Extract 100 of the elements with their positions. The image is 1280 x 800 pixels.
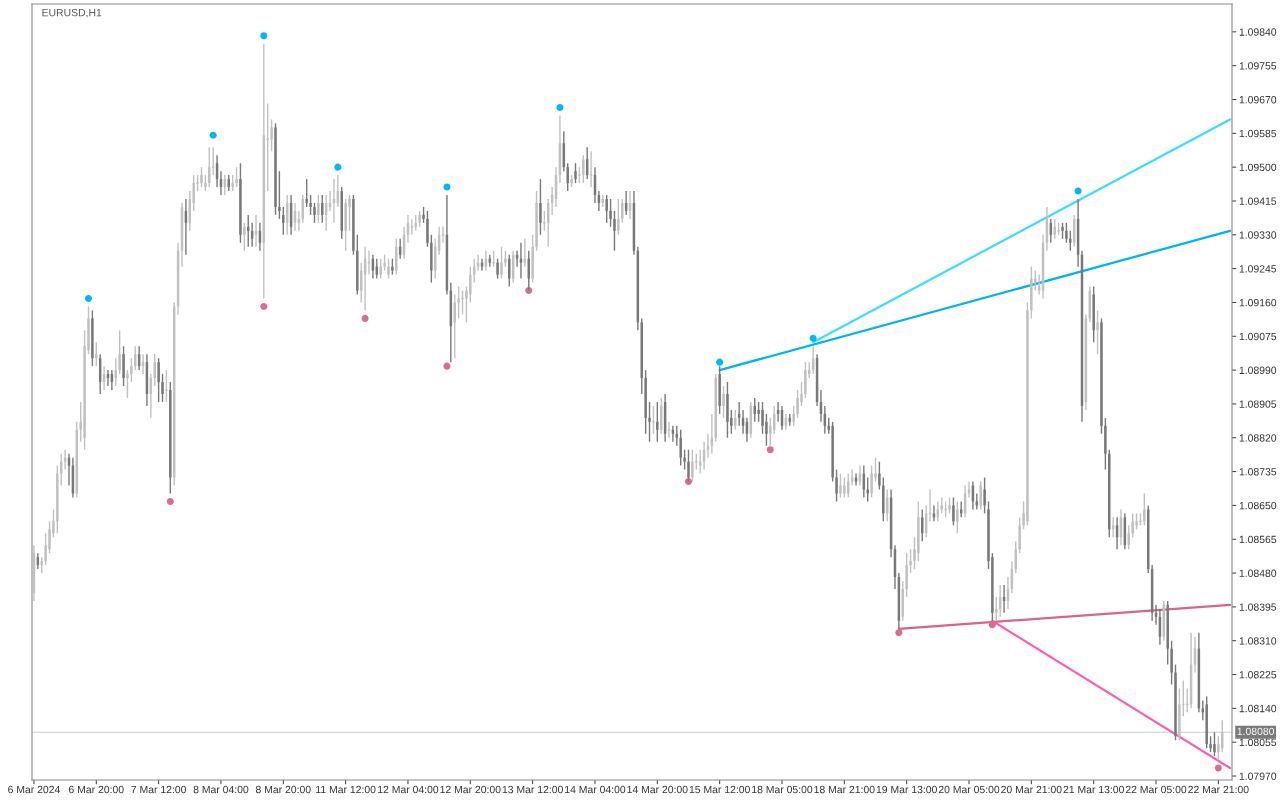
- y-tick-label: 1.08055: [1239, 738, 1277, 747]
- candlestick: [422, 206, 425, 224]
- candlestick: [613, 210, 616, 252]
- y-tick-label: 1.09245: [1239, 265, 1277, 273]
- candlestick: [309, 194, 312, 216]
- y-tick-label: 1.08225: [1239, 671, 1277, 679]
- candlestick: [582, 154, 585, 184]
- candlestick: [683, 449, 686, 471]
- candlestick: [765, 413, 768, 447]
- candlestick: [500, 246, 503, 280]
- candlestick: [804, 361, 807, 399]
- candlestick: [648, 401, 651, 443]
- candlestick: [644, 369, 647, 435]
- x-tick-label: 8 Mar 04:00: [193, 785, 249, 794]
- y-tick-label: 1.09585: [1239, 129, 1277, 138]
- candlestick: [460, 289, 465, 316]
- point: [334, 163, 342, 171]
- y-tick-label: 1.08735: [1239, 468, 1277, 476]
- x-tick-label: 11 Mar 12:00: [316, 785, 376, 794]
- x-tick-label: 8 Mar 20:00: [255, 785, 311, 794]
- candlestick: [1209, 735, 1212, 753]
- candlestick: [395, 238, 398, 276]
- candlestick: [441, 226, 445, 244]
- y-tick-label: 1.09075: [1239, 332, 1277, 341]
- y-tick-label: 1.08565: [1239, 535, 1277, 544]
- y-tick-label: 1.09840: [1239, 28, 1277, 36]
- y-tick-label: 1.08140: [1239, 704, 1277, 713]
- candlestick: [796, 389, 799, 419]
- candlestick: [757, 401, 760, 423]
- candlestick: [905, 552, 908, 598]
- candlestick: [835, 468, 838, 503]
- point: [766, 446, 774, 454]
- candlestick: [979, 480, 982, 511]
- candlestick: [387, 257, 390, 280]
- candlestick: [1030, 265, 1033, 320]
- y-tick-label: 1.09500: [1239, 163, 1277, 172]
- y-tick-label: 1.08310: [1239, 637, 1277, 645]
- candlestick: [243, 222, 246, 252]
- candlestick: [574, 162, 577, 184]
- candlestick: [983, 476, 986, 515]
- candlestick: [1018, 516, 1021, 554]
- candlestick: [504, 250, 507, 268]
- point: [209, 131, 217, 139]
- x-tick-label: 12 Mar 20:00: [440, 785, 501, 794]
- point: [1214, 764, 1222, 772]
- y-tick-label: 1.08480: [1239, 569, 1277, 577]
- candlestick: [270, 118, 273, 152]
- y-tick-label: 1.09160: [1239, 298, 1277, 307]
- candlestick: [344, 198, 347, 252]
- candlestick: [1213, 731, 1216, 757]
- candlestick: [274, 122, 277, 216]
- y-tick-label: 1.09415: [1239, 197, 1277, 205]
- candlestick: [278, 170, 281, 220]
- candlestick: [383, 254, 386, 272]
- x-tick-label: 6 Mar 20:00: [69, 785, 124, 794]
- candlestick: [305, 178, 308, 208]
- candlestick: [753, 397, 756, 423]
- point: [260, 32, 268, 40]
- x-tick-label: 20 Mar 05:00: [938, 785, 1000, 794]
- candlestick: [679, 429, 682, 467]
- y-tick-label: 1.09755: [1239, 62, 1277, 70]
- x-tick-label: 15 Mar 12:00: [689, 785, 750, 794]
- candlestick: [656, 401, 659, 443]
- y-tick-label: 1.08650: [1239, 501, 1277, 510]
- x-tick-label: 7 Mar 12:00: [131, 785, 187, 794]
- candlestick: [605, 194, 608, 224]
- candlestick: [321, 194, 324, 224]
- candlestick: [539, 178, 542, 236]
- y-tick-label: 1.08905: [1239, 400, 1277, 408]
- x-tick-label: 20 Mar 21:00: [1001, 785, 1062, 794]
- candlestick: [839, 472, 842, 499]
- y-tick-label: 1.08395: [1239, 603, 1277, 611]
- candlestick: [418, 210, 421, 228]
- candlestick: [956, 500, 959, 534]
- candlestick: [870, 464, 873, 499]
- candlestick: [687, 449, 690, 483]
- candlestick: [91, 309, 94, 367]
- candlestick: [496, 257, 499, 280]
- x-tick-label: 13 Mar 12:00: [502, 785, 563, 794]
- candlestick: [157, 357, 160, 403]
- candlestick: [239, 162, 242, 244]
- candlestick: [126, 369, 129, 399]
- candlestick: [1100, 317, 1103, 435]
- x-tick-label: 14 Mar 20:00: [627, 785, 688, 794]
- x-tick-label: 22 Mar 05:00: [1125, 785, 1187, 794]
- y-tick-label: 1.07970: [1239, 772, 1277, 780]
- x-tick-label: 18 Mar 21:00: [814, 785, 875, 794]
- candlestick: [122, 345, 125, 387]
- candlestick: [1096, 309, 1099, 355]
- candlestick: [44, 532, 47, 566]
- candlestick: [130, 357, 133, 383]
- candlestick: [317, 194, 320, 224]
- candlestick: [1053, 218, 1056, 240]
- candlestick: [878, 460, 881, 491]
- candlestick: [921, 508, 924, 542]
- point: [361, 314, 369, 322]
- candlestick: [1135, 512, 1138, 530]
- candlestick: [1026, 301, 1029, 527]
- candlestick: [531, 234, 534, 284]
- candlestick: [161, 373, 164, 403]
